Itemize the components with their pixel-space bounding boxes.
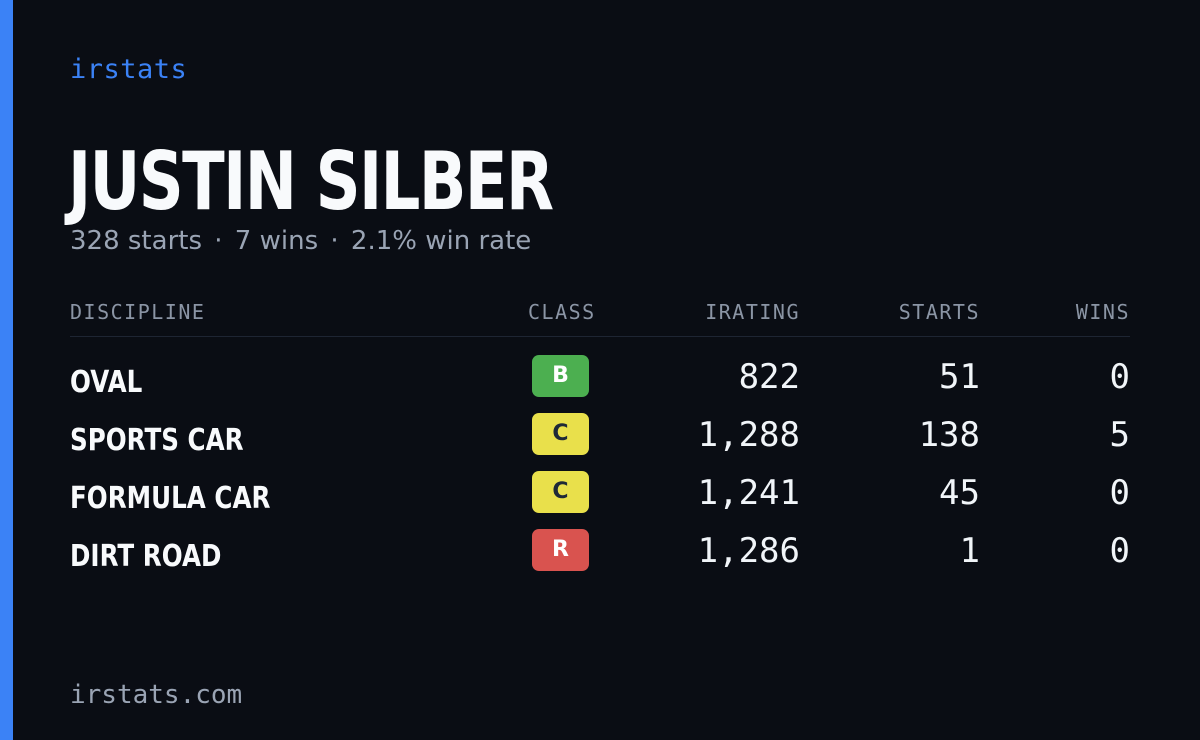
starts-value: 138 [918, 415, 980, 455]
wins-summary: 7 wins [234, 226, 319, 256]
header-class: CLASS [528, 300, 596, 324]
starts-summary: 328 starts [70, 226, 202, 256]
header-wins: WINS [1075, 300, 1130, 324]
discipline-name: DIRT ROAD [70, 539, 222, 574]
irating-value: 822 [738, 357, 800, 397]
starts-value: 45 [939, 473, 980, 513]
discipline-table: DISCIPLINE CLASS IRATING STARTS WINS OVA… [70, 298, 1130, 585]
discipline-name: FORMULA CAR [70, 481, 271, 516]
brand-logo-text: irstats [70, 54, 188, 85]
irating-value: 1,286 [697, 531, 800, 571]
header-starts: STARTS [898, 300, 980, 324]
wins-value: 5 [1109, 415, 1130, 455]
irating-value: 1,241 [697, 473, 800, 513]
discipline-name: SPORTS CAR [70, 423, 244, 458]
table-row: OVAL B 822 51 0 [70, 353, 1130, 411]
driver-name: JUSTIN SILBER [68, 135, 554, 228]
class-badge: C [532, 471, 589, 513]
separator-dot: · [214, 226, 223, 256]
starts-value: 51 [939, 357, 980, 397]
class-badge: C [532, 413, 589, 455]
table-header: DISCIPLINE CLASS IRATING STARTS WINS [70, 298, 1130, 337]
header-irating: IRATING [705, 300, 800, 324]
wins-value: 0 [1109, 531, 1130, 571]
separator-dot: · [330, 226, 339, 256]
starts-value: 1 [959, 531, 980, 571]
class-badge: B [532, 355, 589, 397]
irating-value: 1,288 [697, 415, 800, 455]
wins-value: 0 [1109, 473, 1130, 513]
class-badge: R [532, 529, 589, 571]
header-discipline: DISCIPLINE [70, 300, 206, 324]
wins-value: 0 [1109, 357, 1130, 397]
win-rate-summary: 2.1% win rate [350, 226, 532, 256]
table-row: DIRT ROAD R 1,286 1 0 [70, 527, 1130, 585]
discipline-name: OVAL [70, 365, 143, 400]
table-body: OVAL B 822 51 0 SPORTS CAR C 1,288 138 5… [70, 337, 1130, 585]
table-row: SPORTS CAR C 1,288 138 5 [70, 411, 1130, 469]
footer-url: irstats.com [70, 680, 243, 710]
table-row: FORMULA CAR C 1,241 45 0 [70, 469, 1130, 527]
driver-summary: 328 starts · 7 wins · 2.1% win rate [70, 226, 531, 256]
accent-bar [0, 0, 13, 740]
